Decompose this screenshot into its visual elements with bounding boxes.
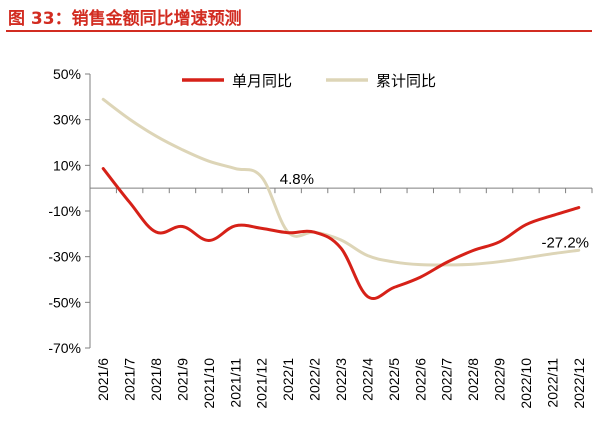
cumulative-point [392,260,395,263]
series-monthly-line [101,167,581,300]
cumulative-point [155,135,158,138]
chart-series [101,97,581,300]
chart-axes: 50% 30% 10% -10% -30% -50% -70% 2021/6 2021/7 202… [48,66,593,409]
cumulative-point [128,118,131,121]
monthly-point [366,295,369,298]
cumulative-point [207,160,210,163]
monthly-point [340,247,343,250]
y-tick-label: -50% [48,294,81,310]
y-tick-label: -10% [48,203,81,219]
annotation-dec-2021: 4.8% [280,171,314,188]
monthly-point [313,231,316,234]
x-tick-label: 2022/8 [465,358,481,401]
x-tick-label: 2022/10 [518,358,534,409]
y-tick-label: -70% [48,340,81,356]
monthly-point [128,201,131,204]
x-tick-label: 2022/3 [333,358,349,401]
x-tick-label: 2022/5 [386,358,402,401]
monthly-point [102,167,105,170]
legend-label-cumulative: 累计同比 [376,72,436,90]
cumulative-point [551,252,554,255]
y-tick-label: 50% [53,66,81,82]
cumulative-point [234,167,237,170]
x-tick-label: 2021/9 [174,358,190,401]
monthly-point [234,224,237,227]
x-tick-label: 2022/9 [492,358,508,401]
title-underline [6,30,592,32]
monthly-point [287,231,290,234]
monthly-point [181,225,184,228]
cumulative-point [181,148,184,151]
annotation-dec-2022: -27.2% [541,234,589,251]
x-tick-label: 2021/6 [95,358,111,401]
x-tick-label: 2021/7 [122,358,138,401]
cumulative-point [498,260,501,263]
cumulative-point [524,256,527,259]
monthly-point [155,231,158,234]
monthly-point [524,223,527,226]
cumulative-point [419,263,422,266]
monthly-point [445,261,448,264]
monthly-point [260,227,263,230]
x-tick-label: 2021/12 [254,358,270,409]
monthly-point [392,286,395,289]
cumulative-point [340,238,343,241]
x-tick-label: 2021/11 [227,358,243,408]
y-tick-label: 30% [53,112,81,128]
x-tick-label: 2022/6 [412,358,428,401]
y-tick-label: -30% [48,249,81,265]
x-tick-label: 2022/4 [359,358,375,401]
chart-legend: 单月同比 累计同比 [182,72,436,90]
monthly-point [419,276,422,279]
monthly-point [498,240,501,243]
series-cumulative-line [101,97,581,267]
chart-annotations: 4.8% -27.2% [280,171,589,251]
cumulative-point [366,254,369,257]
y-tick-label: 10% [53,157,81,173]
monthly-point [472,249,475,252]
x-tick-label: 2022/2 [307,358,323,401]
x-tick-label: 2022/12 [571,358,587,409]
cumulative-point [472,263,475,266]
monthly-point [551,214,554,217]
x-tick-label: 2021/8 [148,358,164,401]
monthly-point [207,239,210,242]
x-tick-label: 2022/11 [544,358,560,408]
figure-title: 图 33：销售金额同比增速预测 [8,9,242,29]
x-tick-label: 2022/1 [280,358,296,401]
cumulative-point [102,98,105,101]
x-tick-label: 2021/10 [201,358,217,409]
monthly-point [577,206,580,209]
x-tick-label: 2022/7 [439,358,455,401]
cumulative-point [260,176,263,179]
legend-label-monthly: 单月同比 [232,72,292,90]
